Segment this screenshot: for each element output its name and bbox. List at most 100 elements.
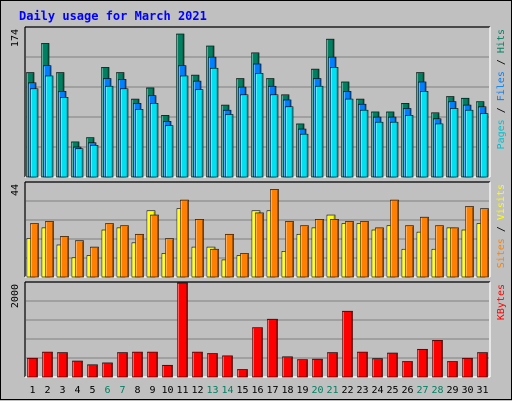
bar-sites bbox=[195, 219, 204, 278]
bar-kbytes bbox=[192, 351, 203, 378]
x-tick-label: 31 bbox=[476, 385, 488, 396]
bar-pages bbox=[450, 108, 459, 178]
bar-pages bbox=[315, 85, 324, 178]
x-tick-label: 1 bbox=[29, 385, 35, 396]
bar-kbytes bbox=[372, 358, 383, 378]
bar-kbytes bbox=[222, 355, 233, 378]
panel-requests: 174 Pages / Files / Hits bbox=[10, 26, 507, 178]
x-tick-label: 29 bbox=[446, 385, 458, 396]
x-tick-label: 28 bbox=[431, 385, 443, 396]
bar-sites bbox=[135, 233, 144, 278]
bar-pages bbox=[480, 113, 489, 178]
bar-pages bbox=[330, 67, 339, 178]
bar-kbytes bbox=[447, 361, 458, 378]
bar-kbytes bbox=[237, 369, 248, 378]
bar-pages bbox=[210, 67, 219, 178]
bar-kbytes bbox=[132, 351, 143, 378]
bar-pages bbox=[180, 75, 189, 178]
legend-part: Sites bbox=[496, 238, 507, 268]
bar-sites bbox=[345, 221, 354, 278]
bar-pages bbox=[390, 121, 399, 178]
legend-part: KBytes bbox=[496, 284, 507, 320]
x-tick-label: 17 bbox=[266, 385, 278, 396]
bar-pages bbox=[225, 114, 234, 178]
legend-part: Hits bbox=[496, 29, 507, 53]
bar-sites bbox=[405, 225, 414, 278]
bar-pages bbox=[420, 91, 429, 178]
bar-pages bbox=[405, 115, 414, 178]
bar-pages bbox=[195, 89, 204, 178]
bar-kbytes bbox=[417, 348, 428, 378]
bar-kbytes bbox=[402, 361, 413, 378]
y-max-label: 174 bbox=[10, 29, 21, 47]
bar-sites bbox=[105, 223, 114, 278]
x-tick-label: 8 bbox=[134, 385, 140, 396]
bar-kbytes bbox=[177, 282, 188, 378]
bar-sites bbox=[420, 216, 429, 278]
bar-sites bbox=[360, 221, 369, 278]
legend-part: Pages bbox=[496, 119, 507, 149]
bar-pages bbox=[300, 133, 309, 178]
series-legend-label: KBytes bbox=[496, 284, 507, 320]
x-tick-label: 12 bbox=[191, 385, 203, 396]
bar-kbytes bbox=[282, 356, 293, 378]
bar-kbytes bbox=[432, 340, 443, 378]
series-legend-label: Pages / Files / Hits bbox=[496, 29, 507, 149]
bar-kbytes bbox=[57, 352, 68, 378]
bar-sites bbox=[90, 246, 99, 278]
x-tick-label: 9 bbox=[149, 385, 155, 396]
x-tick-label: 15 bbox=[236, 385, 248, 396]
bar-pages bbox=[435, 123, 444, 178]
x-tick-label: 20 bbox=[311, 385, 323, 396]
x-tick-label: 2 bbox=[44, 385, 50, 396]
bar-sites bbox=[45, 221, 54, 278]
bar-kbytes bbox=[252, 327, 263, 378]
bar-kbytes bbox=[117, 352, 128, 378]
bar-pages bbox=[150, 103, 159, 178]
bar-sites bbox=[270, 189, 279, 278]
legend-part: / bbox=[496, 53, 507, 71]
bar-sites bbox=[285, 221, 294, 278]
x-tick-label: 30 bbox=[461, 385, 473, 396]
bar-kbytes bbox=[342, 310, 353, 378]
bar-kbytes bbox=[327, 352, 338, 378]
bar-sites bbox=[300, 225, 309, 278]
bar-sites bbox=[435, 225, 444, 278]
bar-kbytes bbox=[102, 362, 113, 378]
bar-kbytes bbox=[147, 351, 158, 378]
bar-sites bbox=[30, 223, 39, 278]
bar-pages bbox=[240, 94, 249, 178]
x-tick-label: 23 bbox=[356, 385, 368, 396]
bar-sites bbox=[240, 253, 249, 278]
bar-kbytes bbox=[207, 353, 218, 378]
bar-pages bbox=[465, 109, 474, 178]
bar-pages bbox=[285, 106, 294, 178]
bar-sites bbox=[255, 212, 264, 278]
bars-visits bbox=[26, 189, 489, 278]
x-tick-label: 18 bbox=[281, 385, 293, 396]
x-tick-label: 24 bbox=[371, 385, 383, 396]
bar-sites bbox=[315, 219, 324, 278]
panel-kbytes: 2000 KBytes bbox=[10, 281, 507, 378]
x-tick-label: 10 bbox=[161, 385, 173, 396]
x-tick-label: 21 bbox=[326, 385, 338, 396]
bar-kbytes bbox=[72, 360, 83, 378]
bar-pages bbox=[165, 125, 174, 178]
bar-pages bbox=[270, 94, 279, 178]
x-tick-label: 19 bbox=[296, 385, 308, 396]
bar-pages bbox=[90, 145, 99, 178]
legend-part: / bbox=[496, 220, 507, 238]
bar-pages bbox=[360, 109, 369, 178]
bar-sites bbox=[75, 240, 84, 278]
bar-sites bbox=[330, 219, 339, 278]
bar-pages bbox=[345, 98, 354, 178]
x-tick-label: 6 bbox=[104, 385, 110, 396]
bar-pages bbox=[375, 121, 384, 178]
x-tick-label: 13 bbox=[206, 385, 218, 396]
bar-sites bbox=[390, 199, 399, 278]
x-tick-label: 27 bbox=[416, 385, 428, 396]
panel-visits: 44 Sites / Visits bbox=[10, 181, 507, 278]
bar-kbytes bbox=[267, 318, 278, 378]
bar-kbytes bbox=[27, 357, 38, 378]
